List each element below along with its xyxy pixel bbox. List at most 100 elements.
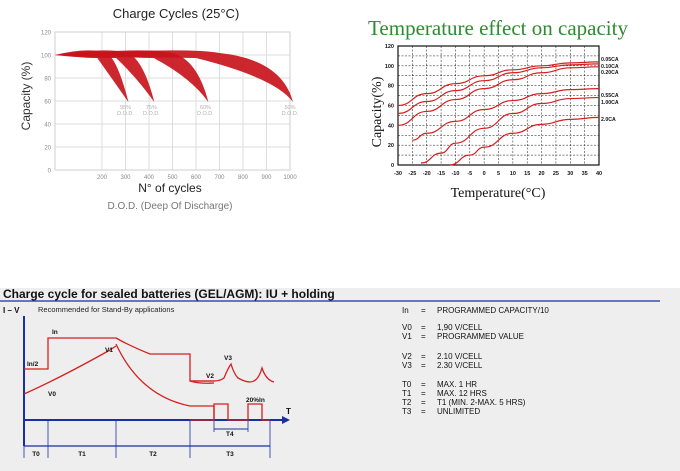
cc-ytick: 80 <box>44 77 51 83</box>
cc-band-dod: D.O.D. <box>282 111 299 117</box>
iu-curve-label: V0 <box>48 391 56 398</box>
iu-legend-value: PROGRAMMED VALUE <box>437 332 524 341</box>
tc-ylabel: Capacity(%) <box>370 76 385 147</box>
tc-xtick: 25 <box>553 171 559 177</box>
cc-ytick: 0 <box>48 169 52 175</box>
iu-legend-key: V0 <box>402 323 412 332</box>
tc-grid <box>397 45 600 166</box>
tc-series-label: 0.55CA <box>601 93 619 99</box>
cc-xtick: 600 <box>191 175 202 181</box>
tc-series-label: 0.05CA <box>601 57 619 63</box>
tc-xtick: -30 <box>394 171 402 177</box>
tc-xtick: 30 <box>567 171 573 177</box>
iu-legend-eq: = <box>421 352 426 361</box>
cc-ytick: 100 <box>41 54 52 60</box>
cc-ytick: 60 <box>44 100 51 106</box>
cc-xtick: 400 <box>144 175 155 181</box>
cc-bands: 95%D.O.D.75%D.O.D.60%D.O.D.50%D.O.D. <box>55 50 299 117</box>
cc-ytick: 20 <box>44 146 51 152</box>
iu-curve-label: V2 <box>206 373 214 380</box>
cc-xtick: 200 <box>97 175 108 181</box>
cc-ylabel: Capacity (%) <box>19 62 33 131</box>
iu-current-decay <box>115 343 215 420</box>
cc-band <box>55 50 129 103</box>
iu-curve-label: T4 <box>226 431 234 438</box>
cc-band-pct: 95% <box>120 105 131 111</box>
cc-xlabel: N° of cycles <box>138 181 201 195</box>
iu-legend: In = PROGRAMMED CAPACITY/10 V0 = 1,90 V/CELL V… <box>402 306 549 416</box>
tc-xtick: -25 <box>408 171 416 177</box>
cc-xtick: 300 <box>120 175 131 181</box>
cc-xtick: 1000 <box>283 175 297 181</box>
cc-band <box>55 50 155 103</box>
iu-legend-key: T1 <box>402 389 412 398</box>
tc-xtick: 5 <box>497 171 500 177</box>
cc-xtick: 700 <box>214 175 225 181</box>
iu-x-arrow <box>282 416 290 424</box>
cc-band-pct: 75% <box>146 105 157 111</box>
tc-xtick: 15 <box>524 171 530 177</box>
tc-xtick: -15 <box>437 171 445 177</box>
tc-series-label: 2.0CA <box>601 117 616 123</box>
cc-subtitle: D.O.D. (Deep Of Discharge) <box>107 201 232 212</box>
tc-ytick: 60 <box>388 104 394 110</box>
cc-band-pct: 60% <box>200 105 211 111</box>
tc-xtick: 40 <box>596 171 602 177</box>
iu-legend-eq: = <box>421 323 426 332</box>
iu-legend-key: T0 <box>402 380 412 389</box>
tc-ytick: 120 <box>385 44 394 50</box>
iu-legend-eq: = <box>421 380 426 389</box>
tc-xtick: 20 <box>539 171 545 177</box>
iu-legend-key: V1 <box>402 332 412 341</box>
tc-xtick: 10 <box>510 171 516 177</box>
iu-legend-key: V3 <box>402 361 412 370</box>
iu-legend-eq: = <box>421 332 426 341</box>
iu-legend-value: MAX. 1 HR <box>437 380 477 389</box>
tc-xlabel: Temperature(°C) <box>451 186 546 201</box>
cc-xtick: 900 <box>261 175 272 181</box>
tc-series-line <box>397 61 600 107</box>
iu-legend-value: MAX. 12 HRS <box>437 389 487 398</box>
cc-band-dod: D.O.D. <box>197 111 214 117</box>
iu-recommended: Recommended for Stand-By applications <box>38 305 175 314</box>
iu-curve-label: In/2 <box>27 361 39 368</box>
tc-series-label: 0.20CA <box>601 70 619 76</box>
cc-title: Charge Cycles (25°C) <box>113 6 240 21</box>
iu-legend-key: V2 <box>402 352 412 361</box>
iu-legend-key: T3 <box>402 407 412 416</box>
iu-legend-value: 2.10 V/CELL <box>437 352 483 361</box>
cc-ytick: 120 <box>41 31 52 37</box>
iu-legend-value: T1 (MIN. 2-MAX. 5 HRS) <box>437 398 526 407</box>
cc-xtick: 500 <box>167 175 178 181</box>
iu-legend-value: UNLIMITED <box>437 407 480 416</box>
tc-series-line <box>397 63 600 115</box>
iu-curve-label: V3 <box>224 355 232 362</box>
cc-xtick: 800 <box>238 175 249 181</box>
cc-band <box>55 50 209 103</box>
iu-diagram: T T0 T1 T2 T3 In In/2 V1 V0 V2 V3 20%In T4 <box>23 316 291 458</box>
tc-series-label: 0.10CA <box>601 64 619 70</box>
iu-phase-label: T0 <box>32 451 40 458</box>
iu-legend-value: 2.30 V/CELL <box>437 361 483 370</box>
iu-legend-eq: = <box>421 407 426 416</box>
tc-ytick: 0 <box>391 163 394 169</box>
cc-band-dod: D.O.D. <box>143 111 160 117</box>
tc-series-line <box>420 96 600 164</box>
tc-xtick: 35 <box>582 171 588 177</box>
iu-panel <box>0 288 680 471</box>
iu-phase-label: T1 <box>78 451 86 458</box>
tc-series-line <box>397 66 600 126</box>
iu-legend-key: T2 <box>402 398 412 407</box>
tc-series-line <box>412 88 600 141</box>
iu-legend-eq: = <box>421 361 426 370</box>
cc-frame <box>54 31 291 171</box>
tc-title: Temperature effect on capacity <box>368 16 628 40</box>
iu-voltage-curve <box>23 345 275 395</box>
iu-charge-chart: Charge cycle for sealed batteries (GEL/A… <box>0 287 660 458</box>
iu-yaxis-label: I – V <box>3 306 20 315</box>
temperature-chart: Temperature effect on capacity 0.05CA0.1… <box>368 16 628 201</box>
cc-ytick: 40 <box>44 123 51 129</box>
iu-holding-pulses <box>190 403 270 421</box>
iu-legend-value: 1,90 V/CELL <box>437 323 483 332</box>
